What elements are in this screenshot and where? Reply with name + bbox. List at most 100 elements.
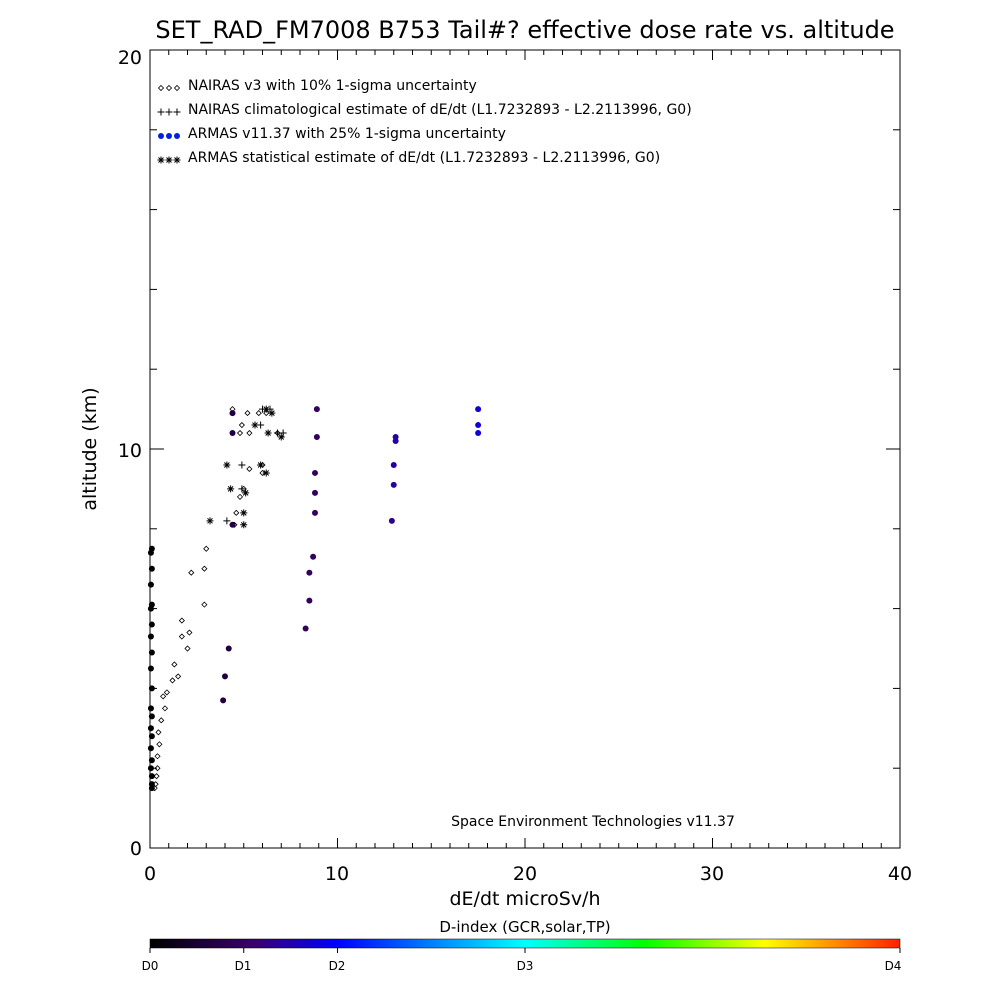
data-point-circle <box>313 434 320 441</box>
data-point-circle <box>148 773 155 780</box>
colorbar-label-d3: D3 <box>517 959 534 973</box>
data-point-diamond <box>161 705 169 712</box>
data-point-circle <box>229 410 236 417</box>
data-point-diamond <box>154 765 161 772</box>
data-point-diamond <box>233 509 240 516</box>
x-axis-label: dE/dt microSv/h <box>449 888 600 910</box>
data-point-asterisk <box>240 509 248 517</box>
data-point-circle <box>148 685 155 692</box>
x-tick-label-40: 40 <box>888 863 912 885</box>
data-point-circle <box>147 633 154 640</box>
data-point-diamond <box>178 633 185 640</box>
data-point-circle <box>229 521 236 528</box>
colorbar-title: D-index (GCR,solar,TP) <box>439 918 610 936</box>
data-point-circle <box>147 705 154 712</box>
data-point-circle <box>220 697 227 704</box>
data-point-diamond <box>203 545 210 552</box>
legend-marker-asterisk <box>157 156 165 164</box>
legend-marker-diamond <box>157 84 165 92</box>
legend-label-armas: ARMAS v11.37 with 25% 1-sigma uncertaint… <box>188 126 506 142</box>
data-point-diamond <box>246 429 253 437</box>
data-point-asterisk <box>262 405 270 413</box>
data-point-diamond <box>201 601 208 608</box>
data-point-diamond <box>236 493 244 500</box>
x-tick-label-30: 30 <box>700 863 724 885</box>
data-point-plus <box>223 517 231 525</box>
legend-marker-circle <box>174 133 180 139</box>
data-point-diamond <box>186 629 193 636</box>
data-point-circle <box>475 406 482 413</box>
colorbar-label-d4: D4 <box>885 959 902 973</box>
data-point-circle <box>225 645 232 652</box>
data-point-circle <box>147 745 154 752</box>
data-point-diamond <box>201 565 208 572</box>
data-point-diamond <box>263 410 270 417</box>
data-point-diamond <box>158 717 165 724</box>
data-point-asterisk <box>268 409 276 417</box>
plot-frame <box>149 49 901 849</box>
data-point-asterisk <box>251 421 259 429</box>
data-point-plus <box>238 461 246 469</box>
data-point-diamond <box>171 661 178 668</box>
legend-marker-circle <box>166 133 172 139</box>
legend-marker-plus <box>165 108 173 116</box>
colorbar-label-d2: D2 <box>329 959 346 973</box>
legend: NAIRAS v3 with 10% 1-sigma uncertainty N… <box>157 78 692 166</box>
data-point-circle <box>148 621 155 628</box>
data-point-circle <box>312 489 318 496</box>
data-point-diamond <box>155 729 162 736</box>
data-point-circle <box>306 569 313 576</box>
data-point-circle <box>312 509 318 516</box>
data-point-circle <box>148 601 155 608</box>
data-point-circle <box>222 673 228 680</box>
legend-marker-circle <box>158 133 164 139</box>
data-point-circle <box>390 481 397 488</box>
data-point-diamond <box>169 677 176 684</box>
data-point-asterisk <box>262 469 270 477</box>
colorbar-label-d1: D1 <box>235 959 252 973</box>
data-point-diamond <box>175 673 182 680</box>
data-point-circle <box>302 625 309 632</box>
data-point-diamond <box>178 617 185 624</box>
data-point-diamond <box>184 645 191 652</box>
data-point-asterisk <box>257 461 265 469</box>
data-point-circle <box>229 430 236 437</box>
data-point-circle <box>148 545 155 552</box>
data-point-asterisk <box>242 489 250 497</box>
legend-marker-diamond <box>173 84 181 92</box>
data-point-diamond <box>255 410 262 417</box>
data-point-circle <box>147 765 154 772</box>
data-point-circle <box>313 406 320 413</box>
data-point-diamond <box>259 469 266 477</box>
colorbar-ticks <box>149 948 901 953</box>
legend-marker-plus <box>157 108 165 116</box>
data-point-diamond <box>238 421 245 429</box>
data-point-diamond <box>244 410 251 417</box>
y-tick-label-10: 10 <box>118 440 142 462</box>
data-point-asterisk <box>206 517 214 525</box>
x-tick-label-20: 20 <box>513 863 537 885</box>
data-point-diamond <box>156 741 163 748</box>
axis-ticks <box>149 49 901 849</box>
data-point-diamond <box>154 753 161 760</box>
data-point-circle <box>475 430 482 437</box>
data-point-diamond <box>246 465 253 473</box>
data-point-circle <box>475 422 482 429</box>
data-point-circle <box>147 581 154 588</box>
data-point-circle <box>306 597 313 604</box>
data-point-circle <box>148 781 155 788</box>
annotation-credit: Space Environment Technologies v11.37 <box>451 814 735 830</box>
data-point-circle <box>148 733 155 740</box>
data-point-asterisk <box>264 429 272 437</box>
y-axis-label: altitude (km) <box>79 387 101 510</box>
data-point-plus <box>238 485 246 493</box>
data-point-circle <box>148 565 155 572</box>
legend-marker-diamond <box>165 84 173 92</box>
data-point-asterisk <box>240 521 248 529</box>
data-point-diamond <box>163 689 170 696</box>
legend-label-armas-statistical: ARMAS statistical estimate of dE/dt (L1.… <box>188 150 660 166</box>
data-point-diamond <box>236 429 244 437</box>
data-point-diamond <box>153 773 160 780</box>
data-point-circle <box>148 649 155 656</box>
